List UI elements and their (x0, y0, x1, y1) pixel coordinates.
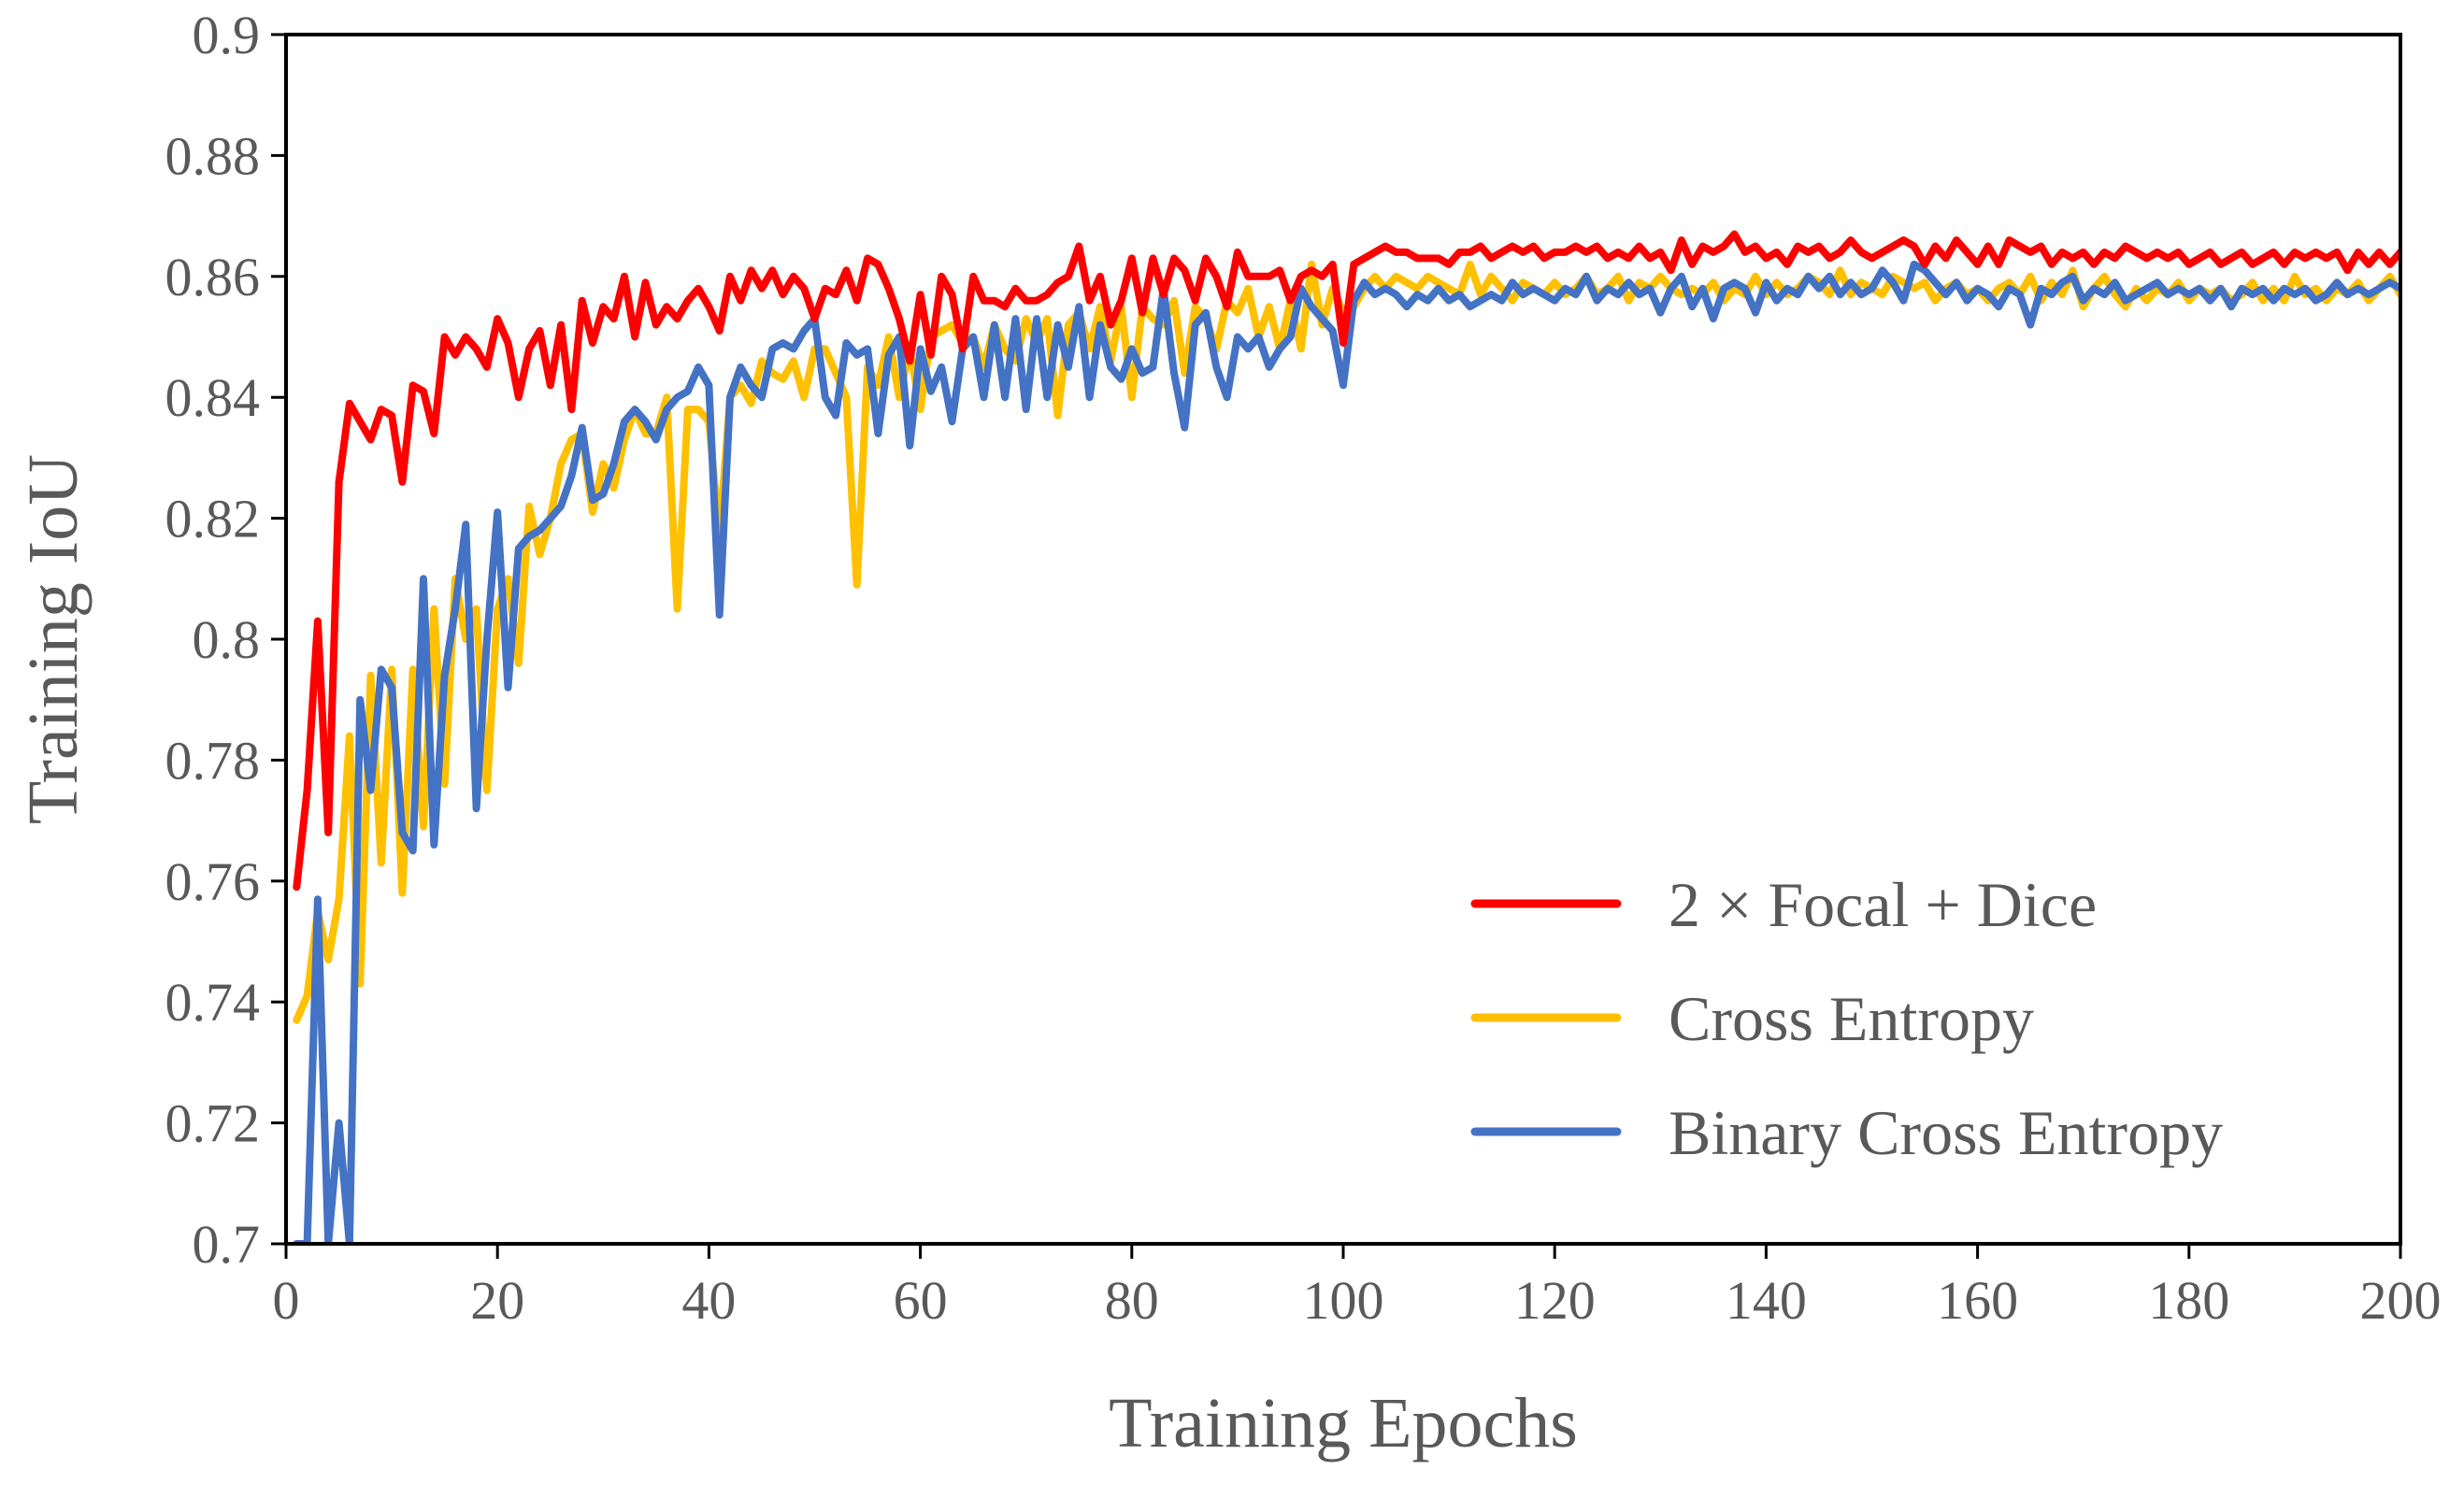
plot-frame (284, 33, 2402, 1246)
x-tick-label: 60 (894, 1270, 948, 1331)
y-tick-label: 0.84 (165, 367, 261, 428)
y-axis-title: Training IoU (14, 454, 93, 824)
y-tick-label: 0.7 (193, 1214, 261, 1275)
legend-label-2: Binary Cross Entropy (1669, 1097, 2223, 1168)
x-tick-label: 40 (681, 1270, 736, 1331)
x-axis-title: Training Epochs (1109, 1384, 1578, 1462)
y-tick-label: 0.82 (165, 489, 261, 549)
y-axis-ticks: 0.7 0.72 0.74 0.76 0.78 0.8 0.82 0.84 0.86 0.88 0.… (165, 5, 286, 1275)
plot-area (284, 33, 2402, 1246)
y-tick-label: 0.8 (193, 609, 261, 670)
x-tick-label: 160 (1937, 1270, 2018, 1331)
legend-label-0: 2 × Focal + Dice (1669, 869, 2097, 940)
y-tick-label: 0.9 (193, 5, 261, 65)
legend-label-1: Cross Entropy (1669, 983, 2034, 1054)
y-tick-label: 0.76 (165, 851, 261, 912)
x-tick-label: 180 (2148, 1270, 2229, 1331)
x-tick-label: 20 (470, 1270, 524, 1331)
series-line-2 (293, 260, 2400, 1244)
x-tick-label: 200 (2360, 1270, 2442, 1331)
y-tick-label: 0.74 (165, 972, 261, 1033)
y-tick-label: 0.88 (165, 125, 261, 186)
x-tick-label: 100 (1303, 1270, 1384, 1331)
legend: 2 × Focal + Dice Cross Entropy Binary Cros… (1470, 869, 2223, 1168)
y-tick-label: 0.72 (165, 1093, 261, 1154)
y-tick-label: 0.86 (165, 247, 261, 307)
x-tick-label: 120 (1514, 1270, 1596, 1331)
x-tick-label: 0 (273, 1270, 300, 1331)
y-tick-label: 0.78 (165, 730, 261, 791)
series-lines (293, 230, 2400, 1244)
x-axis-ticks: 0 20 40 60 80 100 120 140 160 180 200 (273, 1244, 2442, 1331)
series-line-0 (293, 230, 2400, 892)
x-tick-label: 80 (1105, 1270, 1159, 1331)
x-tick-label: 140 (1726, 1270, 1807, 1331)
